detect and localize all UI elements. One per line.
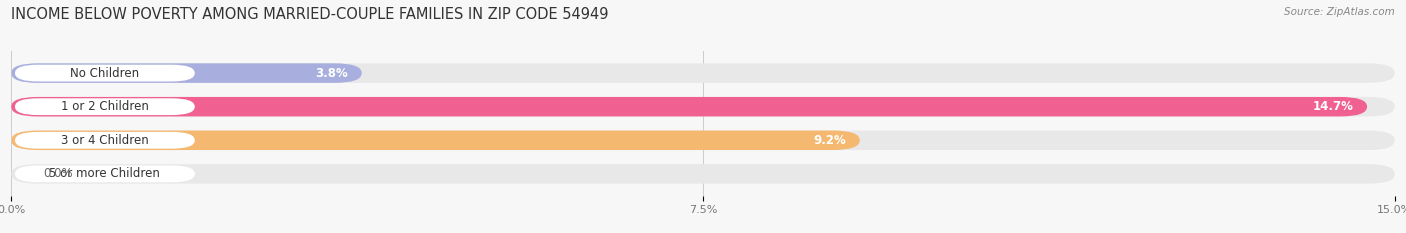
FancyBboxPatch shape: [11, 97, 1395, 116]
Text: 9.2%: 9.2%: [813, 134, 846, 147]
Text: INCOME BELOW POVERTY AMONG MARRIED-COUPLE FAMILIES IN ZIP CODE 54949: INCOME BELOW POVERTY AMONG MARRIED-COUPL…: [11, 7, 609, 22]
Text: 14.7%: 14.7%: [1312, 100, 1353, 113]
Text: 1 or 2 Children: 1 or 2 Children: [60, 100, 149, 113]
Text: Source: ZipAtlas.com: Source: ZipAtlas.com: [1284, 7, 1395, 17]
Text: 0.0%: 0.0%: [44, 167, 73, 180]
FancyBboxPatch shape: [15, 98, 195, 115]
FancyBboxPatch shape: [11, 97, 1367, 116]
FancyBboxPatch shape: [15, 132, 195, 149]
FancyBboxPatch shape: [11, 130, 1395, 150]
FancyBboxPatch shape: [15, 165, 195, 182]
Text: 3.8%: 3.8%: [315, 67, 347, 80]
FancyBboxPatch shape: [11, 164, 1395, 184]
Text: 5 or more Children: 5 or more Children: [49, 167, 160, 180]
FancyBboxPatch shape: [15, 65, 195, 82]
Text: No Children: No Children: [70, 67, 139, 80]
FancyBboxPatch shape: [11, 130, 860, 150]
FancyBboxPatch shape: [11, 63, 361, 83]
Text: 3 or 4 Children: 3 or 4 Children: [60, 134, 149, 147]
FancyBboxPatch shape: [11, 63, 1395, 83]
